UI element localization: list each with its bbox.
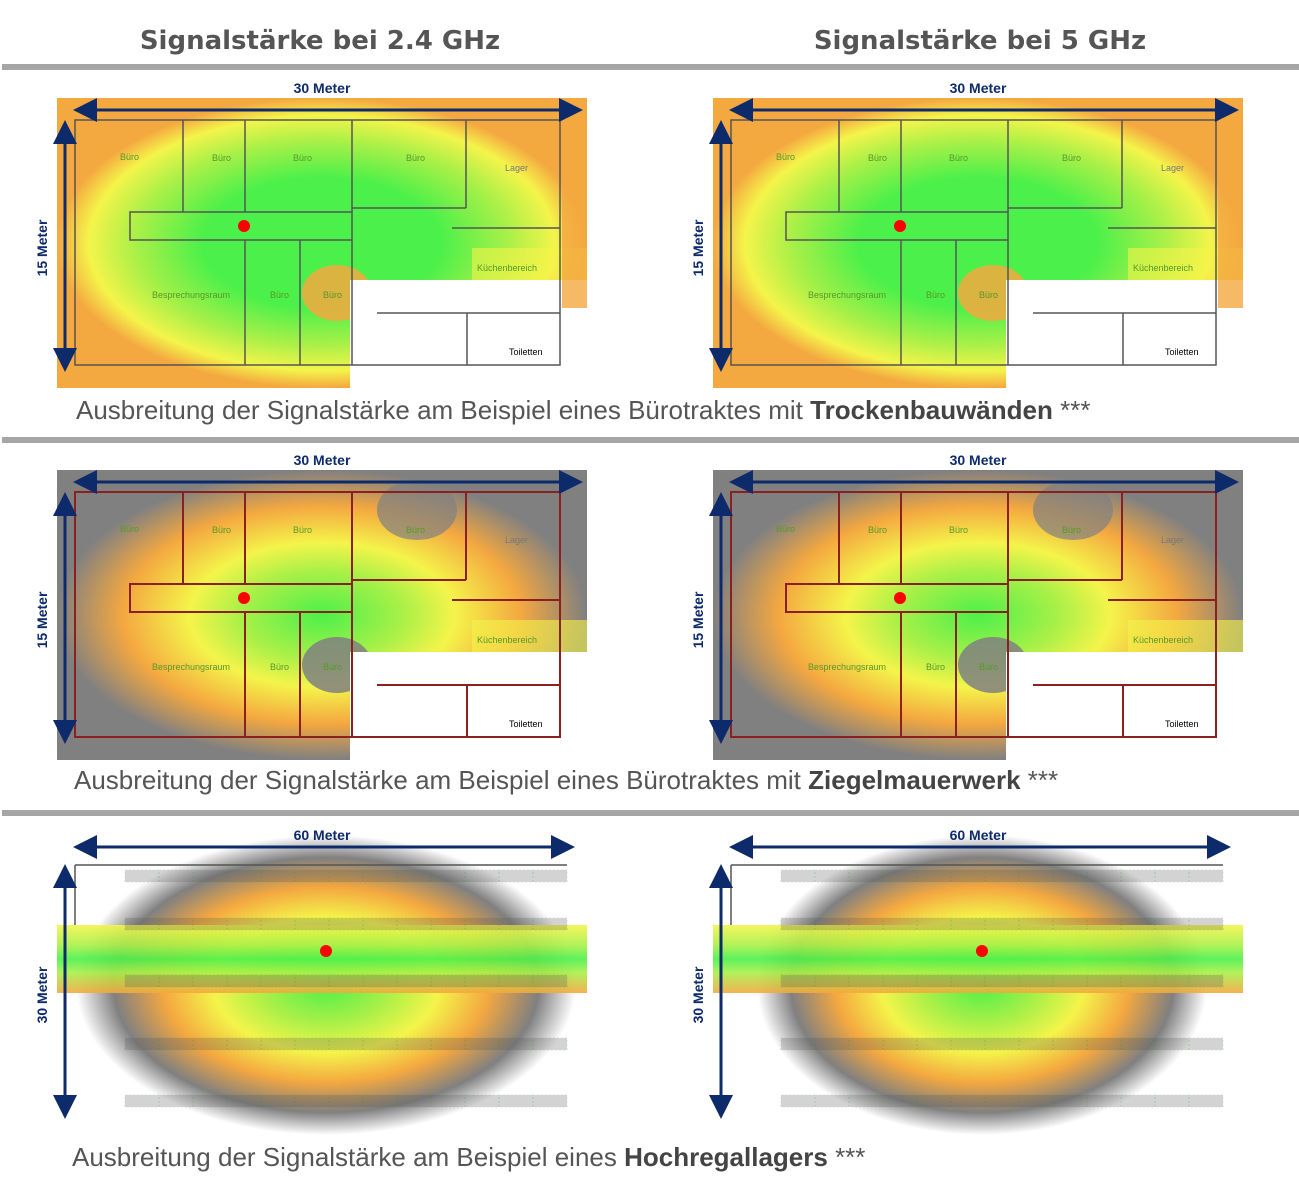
heatmap-svg: Büro Büro Büro Büro Lager Küchenbereich Bespre… — [34, 452, 587, 770]
width-label: 30 Meter — [294, 452, 351, 468]
room-label: Büro — [949, 525, 968, 535]
room-label: Büro — [1062, 153, 1081, 163]
access-point-marker — [320, 945, 332, 957]
heatmap-svg: Büro Büro Büro Büro Lager Küchenbereich Bespre… — [690, 80, 1243, 398]
room-label: Büro — [406, 153, 425, 163]
room-label: Büro — [323, 662, 342, 672]
width-label: 60 Meter — [294, 827, 351, 843]
access-point-marker — [894, 220, 906, 232]
room-label: Büro — [979, 290, 998, 300]
access-point-marker — [238, 592, 250, 604]
width-label: 30 Meter — [950, 452, 1007, 468]
column-title-2-4ghz: Signalstärke bei 2.4 GHz — [139, 26, 501, 56]
width-label: 30 Meter — [294, 80, 351, 96]
room-label: Büro — [1062, 525, 1081, 535]
room-label: Lager — [1161, 535, 1184, 545]
height-label: 30 Meter — [690, 966, 706, 1023]
room-label: Büro — [323, 290, 342, 300]
room-label: Büro — [293, 153, 312, 163]
heatmap-svg: Büro Büro Büro Büro Lager Küchenbereich Bespre… — [690, 452, 1243, 770]
room-label: Toiletten — [1165, 347, 1199, 357]
room-label: Besprechungsraum — [152, 290, 230, 300]
room-label: Büro — [868, 525, 887, 535]
room-label: Lager — [505, 535, 528, 545]
heatmap-svg: Büro Büro Büro Büro Lager Küchenbereich Bespre… — [34, 80, 587, 398]
heatmap-panel-brick-2-4ghz: Büro Büro Büro Büro Lager Küchenbereich Bespre… — [34, 452, 587, 770]
room-label: Büro — [270, 290, 289, 300]
access-point-marker — [976, 945, 988, 957]
height-label: 15 Meter — [690, 591, 706, 648]
heatmap-panel-shelving-5ghz: 60 Meter 30 Meter — [690, 827, 1243, 1145]
access-point-marker — [894, 592, 906, 604]
room-label: Toiletten — [1165, 719, 1199, 729]
room-label: Lager — [505, 163, 528, 173]
room-label: Toiletten — [509, 347, 543, 357]
column-title-5ghz: Signalstärke bei 5 GHz — [813, 26, 1147, 56]
room-label: Küchenbereich — [477, 635, 537, 645]
room-label: Lager — [1161, 163, 1184, 173]
height-label: 30 Meter — [34, 966, 50, 1023]
room-label: Büro — [949, 153, 968, 163]
room-label: Küchenbereich — [1133, 263, 1193, 273]
room-label: Büro — [212, 525, 231, 535]
heatmap-svg: 60 Meter 30 Meter — [34, 827, 587, 1135]
room-label: Besprechungsraum — [808, 662, 886, 672]
room-label: Küchenbereich — [477, 263, 537, 273]
divider — [2, 810, 1299, 816]
heatmap-svg: 60 Meter 30 Meter — [690, 827, 1243, 1135]
room-label: Büro — [212, 153, 231, 163]
height-label: 15 Meter — [34, 219, 50, 276]
height-label: 15 Meter — [34, 591, 50, 648]
caption-drywall: Ausbreitung der Signalstärke am Beispiel… — [76, 395, 1091, 425]
room-label: Büro — [270, 662, 289, 672]
room-label: Büro — [120, 152, 139, 162]
room-label: Büro — [293, 525, 312, 535]
room-label: Besprechungsraum — [808, 290, 886, 300]
room-label: Büro — [406, 525, 425, 535]
divider — [2, 64, 1299, 70]
width-label: 30 Meter — [950, 80, 1007, 96]
room-label: Büro — [776, 152, 795, 162]
room-label: Toiletten — [509, 719, 543, 729]
room-label: Büro — [926, 662, 945, 672]
room-label: Büro — [926, 290, 945, 300]
room-label: Büro — [868, 153, 887, 163]
heatmap-panel-drywall-5ghz: Büro Büro Büro Büro Lager Küchenbereich Bespre… — [690, 80, 1243, 398]
caption-warehouse: Ausbreitung der Signalstärke am Beispiel… — [72, 1142, 866, 1172]
room-label: Besprechungsraum — [152, 662, 230, 672]
room-label: Büro — [120, 524, 139, 534]
room-label: Küchenbereich — [1133, 635, 1193, 645]
access-point-marker — [238, 220, 250, 232]
heatmap-panel-brick-5ghz: Büro Büro Büro Büro Lager Küchenbereich Bespre… — [690, 452, 1243, 770]
room-label: Büro — [979, 662, 998, 672]
width-label: 60 Meter — [950, 827, 1007, 843]
heatmap-panel-drywall-2-4ghz: Büro Büro Büro Büro Lager Küchenbereich Bespre… — [34, 80, 587, 398]
caption-brick: Ausbreitung der Signalstärke am Beispiel… — [74, 765, 1059, 795]
heatmap-panel-shelving-2-4ghz: 60 Meter 30 Meter — [34, 827, 587, 1145]
room-label: Büro — [776, 524, 795, 534]
divider — [2, 437, 1299, 443]
height-label: 15 Meter — [690, 219, 706, 276]
